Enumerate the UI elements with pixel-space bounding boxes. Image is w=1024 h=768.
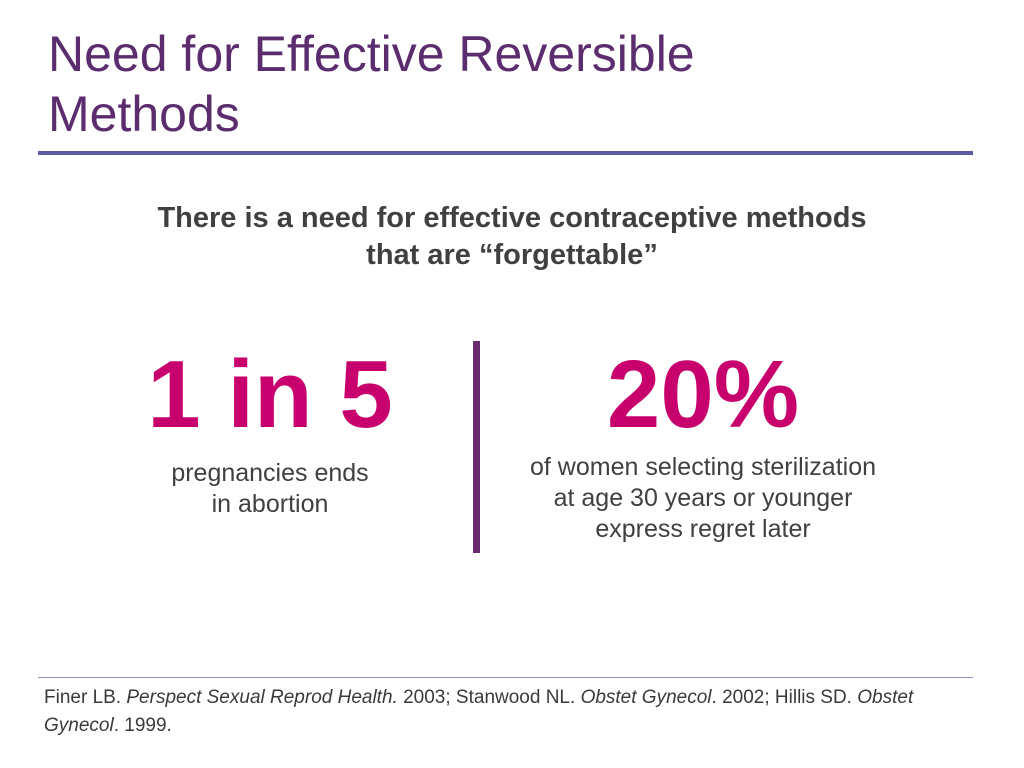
slide-subtitle: There is a need for effective contracept… (60, 200, 964, 274)
subtitle-line1: There is a need for effective contracept… (157, 202, 867, 234)
ref3-author: Hillis SD. (774, 687, 858, 708)
ref1-author: Finer LB. (44, 687, 127, 708)
ref2-year: . 2002; (711, 687, 775, 708)
ref2-journal: Obstet Gynecol (580, 687, 712, 708)
stat-divider (473, 341, 480, 553)
stat-sterilization-value: 20% (606, 341, 800, 448)
stat-abortion: 1 in 5 pregnancies ends in abortion (90, 340, 450, 520)
ref2-author: Stanwood NL. (455, 687, 581, 708)
ref3-year: . 1999. (113, 715, 172, 736)
ref1-year: 2003; (397, 687, 456, 708)
slide-title-line1: Need for Effective Reversible (48, 26, 695, 82)
references-divider (38, 677, 973, 678)
slide-title: Need for Effective Reversible Methods (48, 24, 968, 144)
subtitle-line2: that are “forgettable” (366, 239, 658, 271)
references: Finer LB. Perspect Sexual Reprod Health.… (44, 684, 974, 740)
stat-sterilization-description: of women selecting sterilization at age … (530, 453, 876, 543)
title-divider (38, 151, 973, 155)
stat-sterilization: 20% of women selecting sterilization at … (488, 340, 918, 545)
stat-abortion-value: 1 in 5 (147, 341, 393, 448)
slide-title-line2: Methods (48, 86, 240, 142)
ref3-journal: Obstet Gynecol (44, 687, 914, 736)
ref1-journal: Perspect Sexual Reprod Health. (126, 687, 398, 708)
stat-abortion-description: pregnancies ends in abortion (171, 459, 369, 518)
